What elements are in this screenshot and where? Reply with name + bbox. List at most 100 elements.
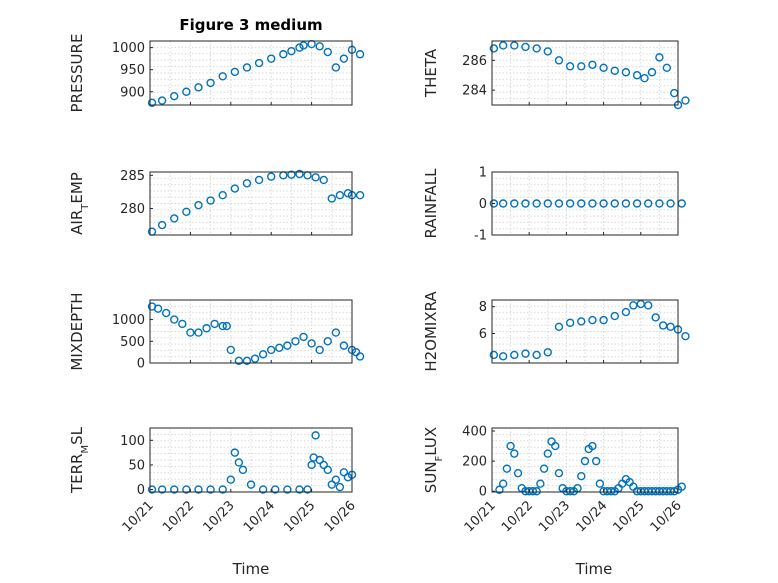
y-tick-label: 400: [462, 425, 487, 440]
subplot-theta: 284 286 THETA: [422, 40, 690, 110]
y-tick-label: 284: [462, 84, 487, 99]
subplot-mixdepth: 0 500 1000 MIXDEPTH: [68, 292, 365, 372]
data-point: [489, 44, 499, 53]
data-point: [666, 322, 675, 332]
data-point: [577, 199, 586, 208]
data-point: [182, 485, 191, 494]
data-point: [595, 479, 605, 488]
data-point: [551, 441, 560, 451]
data-point: [230, 67, 240, 77]
data-point: [267, 172, 276, 181]
data-point: [489, 350, 499, 360]
xlabel-right: Time: [575, 560, 613, 578]
data-point: [157, 96, 167, 105]
subplot-air-temp: 280 285 AIRTEMP: [68, 169, 365, 236]
data-point: [335, 482, 345, 492]
data-point: [315, 42, 324, 51]
data-point: [275, 343, 284, 352]
data-point: [194, 83, 203, 92]
data-point: [242, 356, 252, 366]
subplot-h2omixra: 6 8 H2OMIXRA: [422, 291, 690, 372]
data-point: [339, 54, 349, 63]
y-tick-label: 900: [120, 85, 145, 100]
data-point: [153, 304, 163, 313]
data-point: [254, 175, 264, 185]
data-point: [588, 441, 597, 451]
data-point: [498, 199, 508, 208]
data-point: [543, 199, 552, 208]
data-point: [147, 98, 157, 107]
axes-frame: [491, 299, 679, 364]
axes-frame: [491, 40, 679, 106]
data-point: [521, 199, 530, 208]
y-tick-label: 0: [137, 483, 145, 498]
data-point: [532, 44, 541, 53]
data-point: [254, 58, 264, 68]
ylabel-part: EMP: [68, 172, 86, 203]
data-point: [299, 41, 308, 50]
data-point: [588, 315, 597, 325]
data-point: [510, 350, 519, 360]
data-point: [194, 485, 203, 494]
y-tick-label: 285: [120, 169, 145, 184]
data-point: [498, 479, 508, 488]
data-point: [681, 331, 690, 341]
data-point: [323, 465, 332, 475]
data-point: [234, 458, 244, 467]
data-point: [287, 170, 296, 179]
data-point: [323, 47, 332, 57]
data-point: [510, 199, 519, 208]
data-point: [532, 487, 541, 496]
subplot-pressure: 900 950 1000 PRESSURE: [68, 34, 365, 112]
data-point: [218, 72, 227, 81]
subplot-rainfall: -1 0 1 RAINFALL: [422, 166, 686, 244]
ylabel: RAINFALL: [422, 168, 440, 239]
data-point: [599, 63, 608, 72]
y-tick-label: 50: [128, 458, 145, 473]
data-point: [495, 485, 504, 494]
data-point: [331, 475, 341, 484]
subplot-sun-flux: 0 200 400 10/21 10/22 10/23 10/24 10/25 10/26 SUN…: [422, 425, 686, 535]
data-point: [230, 448, 240, 457]
ylabel-part: TERR: [68, 454, 86, 495]
data-point: [498, 352, 508, 361]
y-tick-label: 286: [462, 54, 487, 69]
data-point: [319, 460, 328, 470]
data-point: [218, 485, 227, 494]
data-point: [279, 50, 288, 59]
data-point: [677, 199, 686, 208]
data-point: [521, 42, 530, 52]
data-point: [194, 200, 203, 210]
data-point: [315, 455, 324, 465]
data-point: [666, 487, 675, 496]
data-point: [543, 348, 552, 357]
data-point: [206, 78, 215, 88]
data-point: [157, 485, 167, 494]
data-point: [543, 449, 552, 458]
data-point: [554, 468, 564, 478]
data-point: [644, 199, 653, 208]
data-point: [238, 465, 248, 475]
y-tick-label: 8: [479, 300, 487, 315]
data-point: [554, 199, 564, 208]
data-point: [311, 431, 320, 440]
data-point: [632, 199, 642, 208]
ylabel-sub: F: [434, 455, 445, 461]
x-tick-label: 10/26: [648, 498, 685, 535]
data-point: [295, 169, 304, 179]
ylabel-part: LUX: [422, 427, 440, 456]
xlabel-left: Time: [232, 560, 270, 578]
data-point: [267, 54, 276, 63]
data-point: [182, 207, 191, 216]
data-point: [532, 199, 541, 208]
y-tick-label: 950: [120, 63, 145, 78]
data-point: [303, 485, 312, 494]
ylabel: AIRTEMP: [68, 172, 91, 235]
data-point: [588, 60, 597, 70]
data-point: [218, 191, 227, 200]
data-point: [226, 345, 236, 355]
data-point: [666, 199, 675, 208]
data-point: [331, 328, 341, 337]
data-point: [554, 322, 564, 332]
data-point: [565, 318, 575, 327]
